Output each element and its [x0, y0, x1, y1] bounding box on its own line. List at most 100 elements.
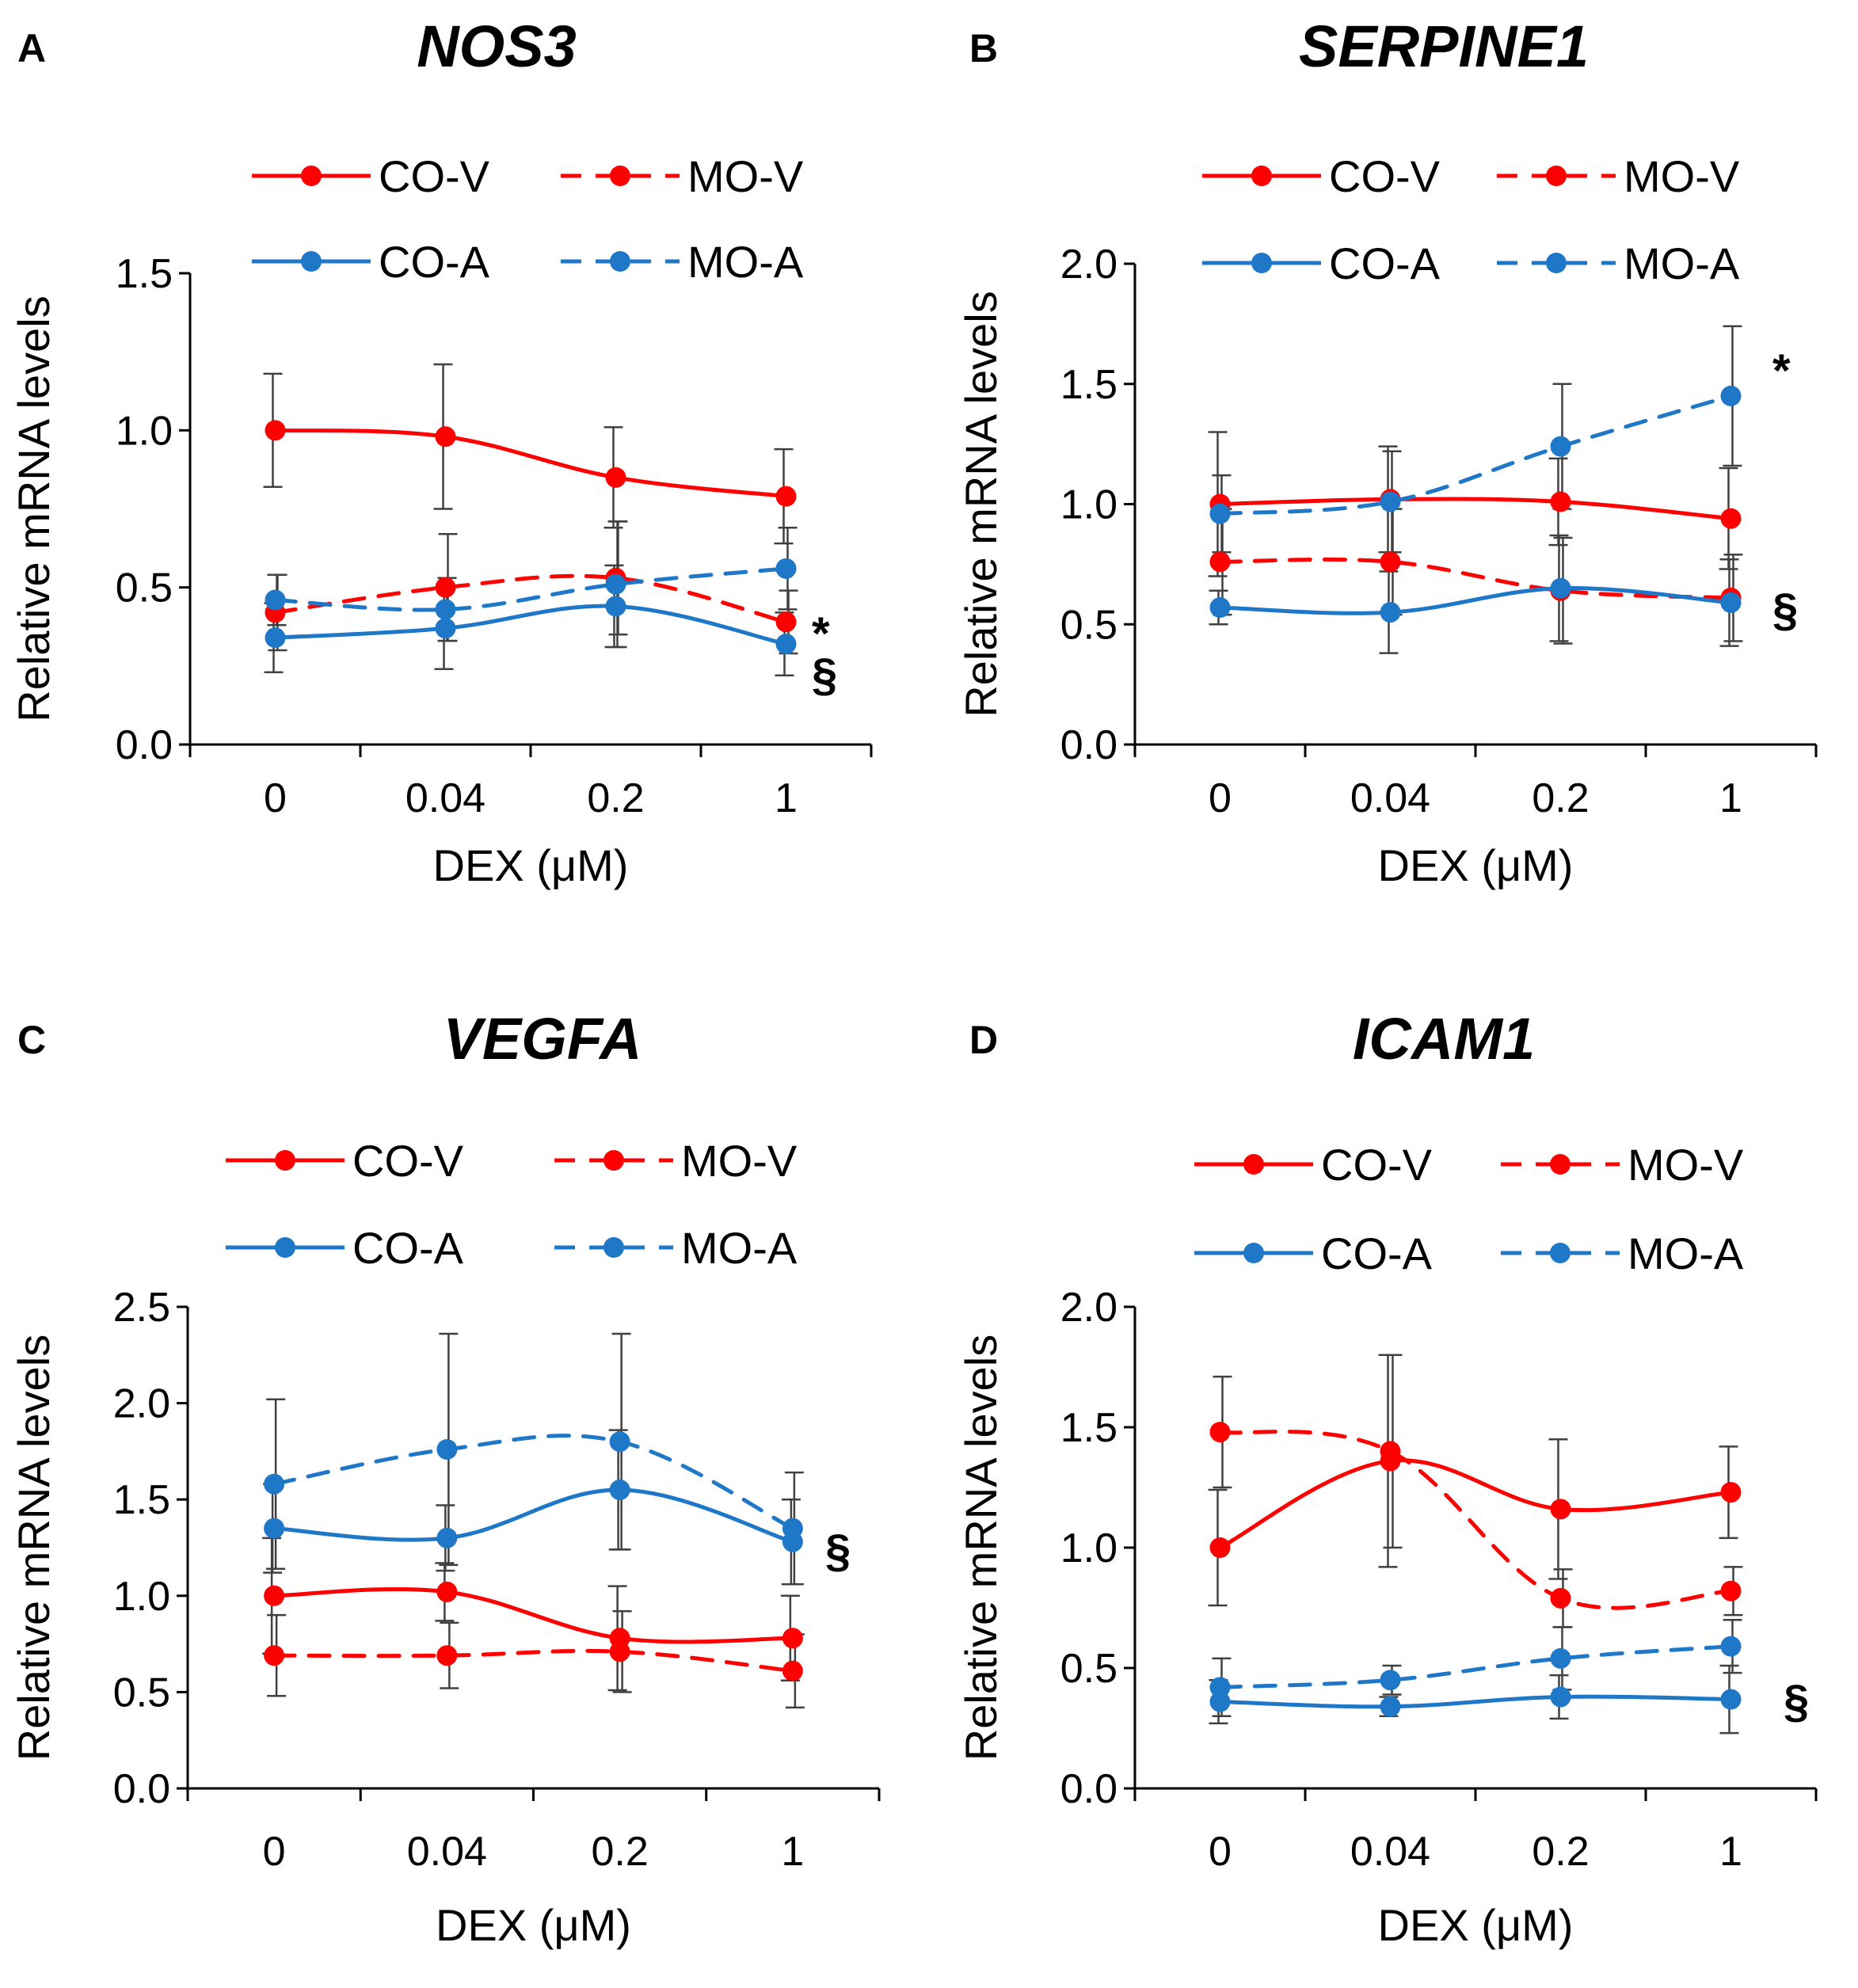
data-point-co-a: [1380, 1696, 1401, 1717]
series-line-mo-a: [1218, 394, 1733, 516]
panel-letter: A: [17, 26, 46, 70]
data-point-co-a: [1550, 1686, 1571, 1708]
data-point-co-v: [1720, 1482, 1742, 1503]
legend-marker-mo-v: [603, 1150, 624, 1171]
significance-marker: §: [1772, 585, 1798, 636]
data-point-co-v: [1720, 508, 1742, 529]
y-tick-label: 1.0: [1060, 482, 1117, 528]
legend-marker-co-v: [1243, 1154, 1264, 1175]
legend-marker-mo-v: [1550, 1154, 1571, 1175]
legend-label-mo-a: MO-A: [1624, 238, 1740, 288]
data-point-co-a: [435, 618, 456, 639]
panel-a: A NOS3 0.0 0.5 1.0 1.5 0 0.04 0.2 1 DEX (μM) Relati…: [9, 13, 873, 890]
data-point-co-a: [1720, 592, 1742, 613]
data-point-mo-a: [1380, 491, 1401, 512]
significance-marker: §: [825, 1525, 851, 1577]
x-tick-label: 0: [1209, 775, 1232, 821]
data-point-mo-a: [436, 1438, 458, 1460]
y-tick-label: 0.5: [113, 1670, 170, 1716]
legend-marker-mo-a: [610, 251, 630, 272]
legend-label-mo-a: MO-A: [681, 1223, 798, 1273]
data-point-co-a: [1209, 1691, 1231, 1712]
series-line-co-v: [1218, 497, 1733, 521]
panel-c: C VEGFA 0.0 0.5 1.0 1.5 2.0 2.5 0 0.04 0.2 1 DEX (μM…: [9, 1006, 881, 1950]
legend-label-co-v: CO-V: [379, 151, 490, 201]
legend-marker-co-v: [301, 166, 322, 186]
legend-label-co-a: CO-A: [379, 237, 490, 287]
data-point-co-v: [435, 426, 456, 447]
y-tick-label: 1.0: [113, 1574, 170, 1620]
legend-label-mo-v: MO-V: [681, 1136, 798, 1186]
x-tick-label: 0.04: [1350, 775, 1430, 821]
panel-title: NOS3: [417, 13, 577, 79]
legend-marker-co-a: [275, 1237, 295, 1258]
series-line-mo-v: [273, 573, 788, 624]
data-point-mo-a: [1209, 503, 1231, 524]
data-point-mo-v: [1380, 551, 1401, 573]
y-tick-label: 2.0: [113, 1381, 170, 1427]
data-point-co-v: [1550, 491, 1571, 512]
x-tick-label: 1: [775, 775, 798, 821]
panel-letter: C: [17, 1018, 46, 1062]
legend-label-mo-v: MO-V: [687, 151, 804, 201]
x-axis-label: DEX (μM): [436, 1900, 631, 1950]
data-point-mo-a: [1550, 1647, 1571, 1669]
y-tick-label: 0.0: [116, 722, 173, 768]
x-tick-label: 1: [1719, 775, 1742, 821]
data-point-co-a: [1720, 1689, 1742, 1710]
data-point-mo-v: [1720, 1580, 1742, 1601]
legend-label-mo-v: MO-V: [1624, 151, 1740, 201]
y-tick-label: 0.0: [1060, 1766, 1117, 1812]
y-tick-label: 2.0: [1060, 1285, 1117, 1331]
legend-marker-co-a: [1243, 1243, 1264, 1263]
legend-label-mo-a: MO-A: [687, 237, 804, 287]
x-tick-label: 0.04: [1350, 1829, 1430, 1875]
data-point-mo-v: [1209, 551, 1231, 573]
series-line-mo-v: [1218, 557, 1733, 600]
data-point-co-a: [775, 634, 797, 655]
data-point-co-v: [436, 1581, 458, 1602]
significance-marker: §: [812, 649, 837, 701]
legend-label-co-v: CO-V: [352, 1136, 464, 1186]
data-point-co-a: [265, 627, 286, 649]
x-tick-label: 0.2: [591, 1829, 648, 1875]
data-point-mo-v: [782, 1660, 803, 1681]
legend-label-mo-a: MO-A: [1628, 1228, 1744, 1278]
x-tick-label: 0.2: [587, 775, 644, 821]
series-line-co-a: [1218, 586, 1733, 615]
legend-label-co-a: CO-A: [352, 1223, 464, 1273]
data-point-co-a: [1209, 597, 1231, 619]
y-tick-label: 2.0: [1060, 242, 1117, 288]
data-point-co-v: [1550, 1499, 1571, 1520]
data-point-mo-a: [782, 1518, 803, 1539]
x-tick-label: 0.04: [407, 1829, 487, 1875]
y-tick-label: 1.5: [116, 251, 173, 297]
data-point-co-v: [782, 1628, 803, 1649]
legend-marker-mo-a: [1546, 253, 1567, 273]
data-point-mo-v: [609, 1641, 630, 1662]
data-point-co-a: [436, 1527, 458, 1548]
panel-title: ICAM1: [1353, 1006, 1535, 1072]
data-point-mo-a: [1209, 1677, 1231, 1698]
data-point-mo-a: [1380, 1670, 1401, 1691]
y-axis-label: Relative mRNA levels: [9, 295, 59, 722]
series-line-mo-a: [272, 1434, 795, 1531]
data-point-mo-a: [435, 599, 456, 620]
legend-label-co-a: CO-A: [1321, 1228, 1433, 1278]
legend-marker-co-v: [1251, 166, 1272, 186]
y-tick-label: 1.5: [1060, 362, 1117, 408]
y-tick-label: 1.0: [1060, 1525, 1117, 1571]
legend-marker-co-a: [301, 251, 322, 272]
x-tick-label: 0: [264, 775, 287, 821]
x-tick-label: 0.04: [405, 775, 485, 821]
data-point-mo-a: [609, 1431, 630, 1453]
panel-d: D ICAM1 0.0 0.5 1.0 1.5 2.0 0 0.04 0.2 1 DEX (μM) Re…: [956, 1006, 1818, 1950]
y-tick-label: 1.5: [113, 1477, 170, 1523]
series-line-co-a: [1218, 1694, 1733, 1709]
y-tick-label: 1.0: [116, 408, 173, 454]
y-tick-label: 2.5: [113, 1285, 170, 1331]
panel-b: B SERPINE1 0.0 0.5 1.0 1.5 2.0 0 0.04 0.2 1 DEX (μM…: [956, 13, 1818, 890]
x-axis-label: DEX (μM): [433, 840, 629, 890]
data-point-mo-v: [264, 1645, 285, 1666]
